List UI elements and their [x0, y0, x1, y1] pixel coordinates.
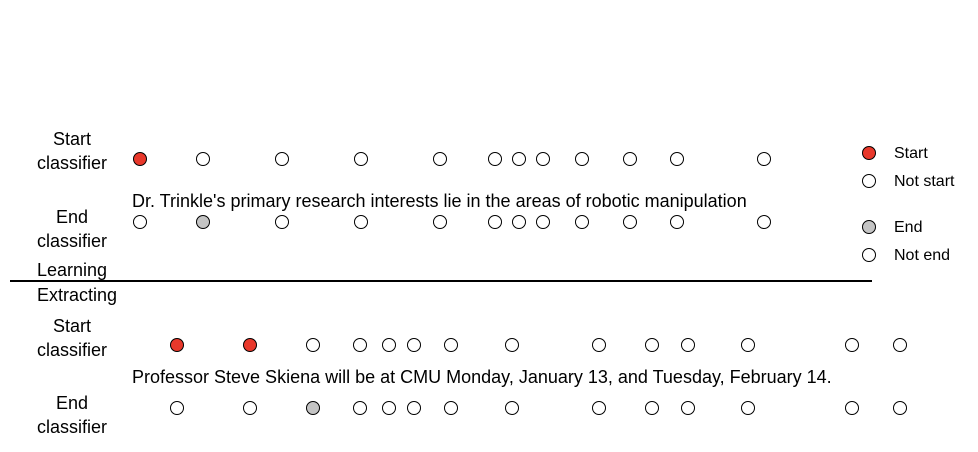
label-line: End [55, 393, 89, 413]
label-line: classifier [36, 153, 107, 173]
section-label-extracting: Extracting [36, 285, 118, 305]
token-none-marker [670, 215, 684, 229]
token-none-marker [681, 401, 695, 415]
extracting-start-classifier-label: Start classifier [22, 314, 122, 362]
token-start-marker [170, 338, 184, 352]
token-end-marker [306, 401, 320, 415]
token-none-marker [741, 401, 755, 415]
token-none-marker [592, 401, 606, 415]
token-none-marker [681, 338, 695, 352]
token-none-marker [623, 152, 637, 166]
token-none-marker [488, 152, 502, 166]
token-none-marker [433, 152, 447, 166]
token-none-marker [353, 401, 367, 415]
legend-start-marker [862, 146, 876, 160]
token-none-marker [741, 338, 755, 352]
token-none-marker [505, 338, 519, 352]
learning-start-classifier-label: Start classifier [22, 127, 122, 175]
token-none-marker [353, 338, 367, 352]
token-none-marker [757, 215, 771, 229]
token-none-marker [196, 152, 210, 166]
token-none-marker [407, 401, 421, 415]
token-none-marker [670, 152, 684, 166]
token-none-marker [645, 401, 659, 415]
token-none-marker [575, 215, 589, 229]
token-start-marker [243, 338, 257, 352]
label-line: End [55, 207, 89, 227]
token-none-marker [488, 215, 502, 229]
label-line: classifier [36, 417, 107, 437]
token-none-marker [536, 152, 550, 166]
token-none-marker [623, 215, 637, 229]
token-end-marker [196, 215, 210, 229]
token-none-marker [645, 338, 659, 352]
token-none-marker [536, 215, 550, 229]
legend-not-end-marker [862, 248, 876, 262]
token-none-marker [444, 401, 458, 415]
token-none-marker [444, 338, 458, 352]
token-none-marker [382, 338, 396, 352]
token-none-marker [505, 401, 519, 415]
token-none-marker [354, 152, 368, 166]
token-none-marker [306, 338, 320, 352]
extracting-sentence: Professor Steve Skiena will be at CMU Mo… [132, 367, 832, 387]
label-line: classifier [36, 340, 107, 360]
legend-start-label: Start [894, 145, 928, 162]
legend-not-start-marker [862, 174, 876, 188]
section-label-learning: Learning [36, 260, 108, 280]
label-line: classifier [36, 231, 107, 251]
token-none-marker [845, 338, 859, 352]
token-none-marker [243, 401, 257, 415]
extracting-end-classifier-label: End classifier [22, 391, 122, 439]
token-none-marker [575, 152, 589, 166]
token-none-marker [170, 401, 184, 415]
label-line: Start [52, 129, 91, 149]
token-none-marker [757, 152, 771, 166]
token-none-marker [845, 401, 859, 415]
token-none-marker [407, 338, 421, 352]
token-none-marker [512, 152, 526, 166]
section-divider [10, 280, 872, 282]
token-none-marker [354, 215, 368, 229]
legend-not-end-label: Not end [894, 247, 951, 264]
token-none-marker [382, 401, 396, 415]
token-none-marker [433, 215, 447, 229]
token-start-marker [133, 152, 147, 166]
token-none-marker [133, 215, 147, 229]
legend-end-label: End [894, 219, 923, 236]
learning-end-classifier-label: End classifier [22, 205, 122, 253]
token-none-marker [893, 338, 907, 352]
token-none-marker [275, 152, 289, 166]
learning-sentence: Dr. Trinkle's primary research interests… [132, 191, 747, 211]
token-none-marker [592, 338, 606, 352]
label-line: Start [52, 316, 91, 336]
token-none-marker [893, 401, 907, 415]
legend-end-marker [862, 220, 876, 234]
token-none-marker [512, 215, 526, 229]
legend-not-start-label: Not start [894, 173, 955, 190]
token-none-marker [275, 215, 289, 229]
